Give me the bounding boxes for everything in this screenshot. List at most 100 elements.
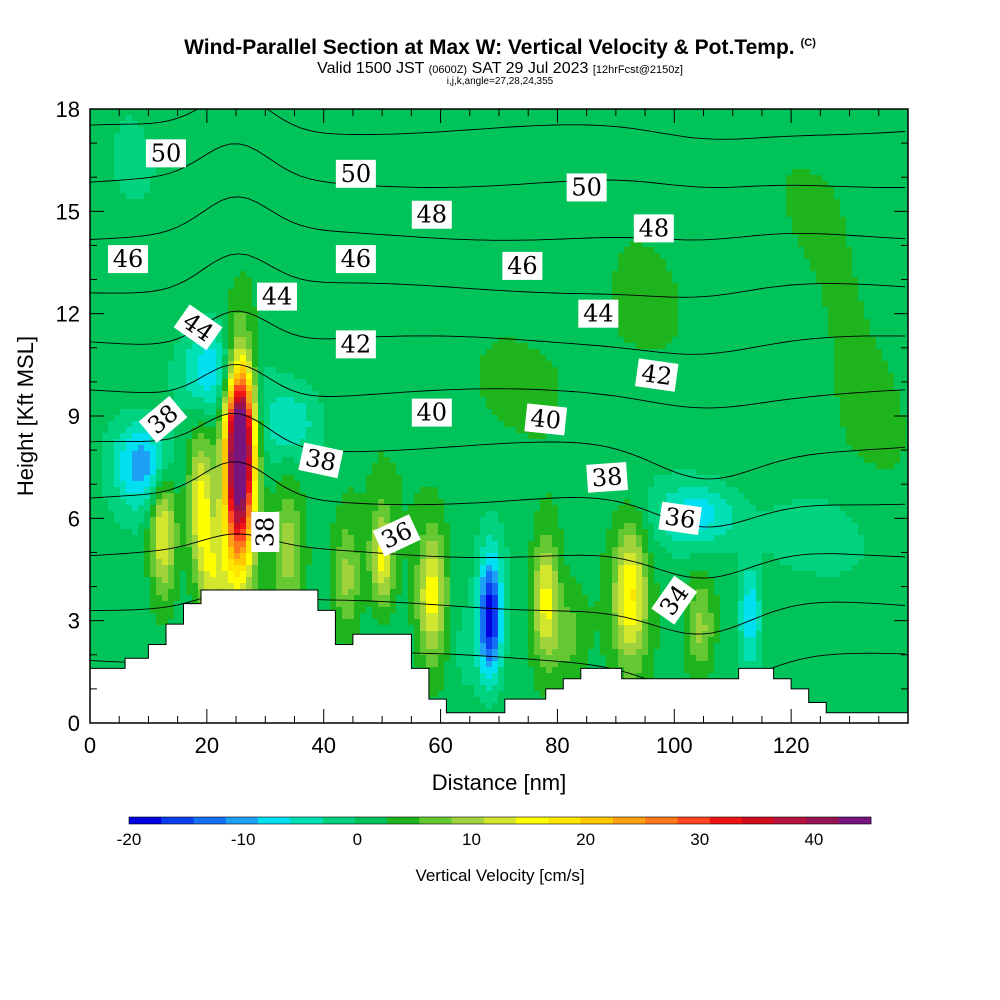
colorbar-label: Vertical Velocity [cm/s] bbox=[415, 866, 584, 885]
colorbar-swatch bbox=[677, 817, 710, 824]
contour-label-text: 40 bbox=[417, 399, 448, 427]
colorbar-swatch bbox=[225, 817, 259, 824]
theta-contour bbox=[90, 413, 906, 480]
valid-utc: (0600Z) bbox=[428, 64, 468, 76]
y-tick-label: 0 bbox=[68, 711, 80, 736]
grid-params: i,j,k,angle=27,28,24,355 bbox=[446, 76, 554, 87]
y-tick-label: 6 bbox=[68, 506, 80, 531]
theta-contour bbox=[90, 461, 906, 528]
y-tick-label: 15 bbox=[56, 199, 80, 224]
x-tick-label: 0 bbox=[84, 733, 96, 758]
colorbar-swatch bbox=[354, 817, 388, 824]
theta-contour bbox=[90, 253, 906, 298]
colorbar-tick-label: 0 bbox=[353, 830, 362, 849]
contour-label: 40 bbox=[411, 398, 452, 427]
terrain-mask bbox=[90, 589, 908, 723]
colorbar-tick-label: 10 bbox=[462, 830, 481, 849]
colorbar-swatch bbox=[580, 817, 614, 824]
colorbar-tick-label: 40 bbox=[804, 830, 823, 849]
valid-prefix: Valid 1500 JST bbox=[317, 60, 425, 77]
contour-label: 42 bbox=[635, 358, 679, 392]
contour-label: 36 bbox=[658, 501, 702, 535]
contour-label: 48 bbox=[633, 214, 674, 243]
colorbar-swatch bbox=[193, 817, 227, 824]
x-tick-label: 60 bbox=[428, 733, 452, 758]
x-tick-label: 40 bbox=[311, 733, 335, 758]
x-axis-label: Distance [nm] bbox=[432, 770, 567, 795]
colorbar-tick-label: 20 bbox=[576, 830, 595, 849]
contour-label: 50 bbox=[335, 159, 376, 188]
contour-label-text: 50 bbox=[571, 173, 602, 201]
contour-label-text: 46 bbox=[341, 245, 372, 273]
colorbar-swatch bbox=[741, 817, 775, 824]
theta-contour bbox=[90, 196, 906, 241]
contour-label: 50 bbox=[566, 173, 607, 202]
colorbar: -20 -10 0 10 20 30 40 bbox=[117, 816, 872, 849]
contour-label: 46 bbox=[335, 245, 376, 274]
chart-title: Wind-Parallel Section at Max W: Vertical… bbox=[0, 36, 1000, 60]
x-tick-label: 120 bbox=[773, 733, 810, 758]
y-tick-label: 12 bbox=[56, 302, 80, 327]
x-tick-label: 80 bbox=[545, 733, 569, 758]
colorbar-swatch bbox=[290, 817, 323, 824]
contour-label: 42 bbox=[335, 330, 376, 359]
colorbar-swatch bbox=[451, 817, 485, 824]
colorbar-swatch bbox=[483, 817, 517, 824]
colorbar-tick-label: 30 bbox=[690, 830, 709, 849]
colorbar-swatch bbox=[258, 817, 291, 824]
contour-label-text: 48 bbox=[639, 214, 670, 242]
colorbar-swatch bbox=[129, 817, 162, 824]
contour-label-text: 44 bbox=[583, 300, 614, 328]
contour-label: 38 bbox=[298, 442, 344, 479]
contour-label: 44 bbox=[256, 282, 297, 311]
colorbar-swatch bbox=[161, 817, 194, 824]
colorbar-swatch bbox=[419, 817, 452, 824]
colorbar-swatch bbox=[838, 817, 872, 824]
chart-title-text: Wind-Parallel Section at Max W: Vertical… bbox=[184, 36, 795, 59]
colorbar-swatch bbox=[774, 817, 807, 824]
y-tick-label: 9 bbox=[68, 404, 80, 429]
theta-contour bbox=[90, 310, 906, 355]
x-tick-label: 100 bbox=[656, 733, 693, 758]
colorbar-swatch bbox=[645, 817, 678, 824]
theta-contour bbox=[90, 47, 905, 91]
contour-label-text: 46 bbox=[507, 252, 538, 280]
colorbar-swatch bbox=[387, 817, 420, 824]
contour-label-text: 44 bbox=[262, 283, 293, 311]
copyright-mark: (C) bbox=[800, 37, 816, 49]
contour-label-text: 50 bbox=[341, 160, 372, 188]
y-axis-label: Height [Kft MSL] bbox=[13, 336, 38, 496]
contour-label-text: 42 bbox=[341, 330, 372, 358]
y-tick-label: 18 bbox=[56, 97, 80, 122]
contour-label: 50 bbox=[145, 139, 186, 168]
contour-label-text: 42 bbox=[640, 359, 674, 391]
contour-label: 48 bbox=[411, 200, 452, 229]
theta-contour bbox=[90, 364, 906, 409]
contour-label: 44 bbox=[578, 299, 619, 328]
contour-label: 46 bbox=[107, 245, 148, 274]
contour-label-text: 38 bbox=[303, 443, 339, 477]
forecast-info: [12hrFcst@2150z] bbox=[592, 64, 683, 76]
theta-contour bbox=[90, 109, 906, 140]
contour-label-text: 40 bbox=[529, 404, 562, 435]
colorbar-swatch bbox=[806, 817, 840, 824]
chart-subtitle: Valid 1500 JST (0600Z) SAT 29 Jul 2023 [… bbox=[0, 60, 1000, 78]
theta-contour bbox=[90, 143, 906, 188]
colorbar-swatch bbox=[548, 817, 581, 824]
contour-label-text: 46 bbox=[113, 245, 144, 273]
contour-label-text: 36 bbox=[663, 502, 697, 534]
y-tick-label: 3 bbox=[68, 609, 80, 634]
contour-label: 38 bbox=[586, 462, 629, 493]
valid-date: SAT 29 Jul 2023 bbox=[471, 60, 589, 77]
contour-label: 46 bbox=[502, 251, 543, 280]
theta-contour bbox=[90, 533, 906, 579]
colorbar-tick-label: -20 bbox=[117, 830, 142, 849]
contour-label-text: 50 bbox=[151, 139, 182, 167]
contour-label-text: 38 bbox=[251, 517, 279, 548]
contour-label: 38 bbox=[251, 511, 280, 552]
contour-label-text: 48 bbox=[417, 201, 448, 229]
x-tick-label: 20 bbox=[195, 733, 219, 758]
contour-label: 40 bbox=[524, 403, 568, 436]
